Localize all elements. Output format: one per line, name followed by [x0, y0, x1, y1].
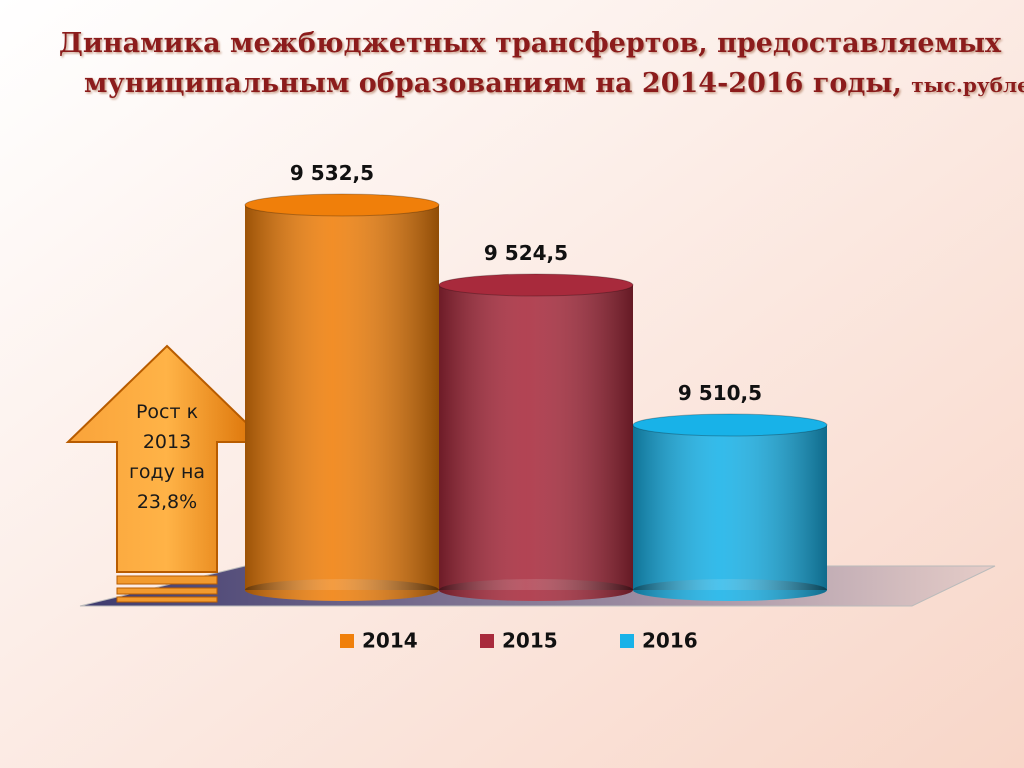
bar-shade [633, 425, 827, 590]
value-label: 9 510,5 [678, 381, 762, 405]
chart-title: муниципальным образованиям на 2014-2016 … [84, 68, 902, 99]
legend-swatch [480, 634, 494, 648]
bar-shade [439, 285, 633, 590]
annotation: Рост к [136, 401, 198, 423]
value-label: 9 524,5 [484, 241, 568, 265]
chart-title: муниципальным образованиям на 2014-2016 … [84, 68, 1024, 99]
unit: тыс.рублей [911, 73, 1024, 97]
annotation-arrow [65, 344, 269, 603]
annotation: 2013 [143, 431, 191, 453]
legend-label: 2014 [362, 629, 418, 653]
bar-top [632, 413, 828, 437]
value-label: 9 532,5 [290, 161, 374, 185]
bar-top [438, 273, 634, 297]
bar-shade [245, 205, 439, 590]
legend-swatch [340, 634, 354, 648]
annotation: 23,8% [137, 491, 197, 513]
annotation: году на [129, 461, 205, 483]
legend-label: 2016 [642, 629, 698, 653]
legend-swatch [620, 634, 634, 648]
bar-top [244, 193, 440, 217]
legend-label: 2015 [502, 629, 558, 653]
chart-title: Динамика межбюджетных трансфертов, предо… [59, 28, 1002, 59]
